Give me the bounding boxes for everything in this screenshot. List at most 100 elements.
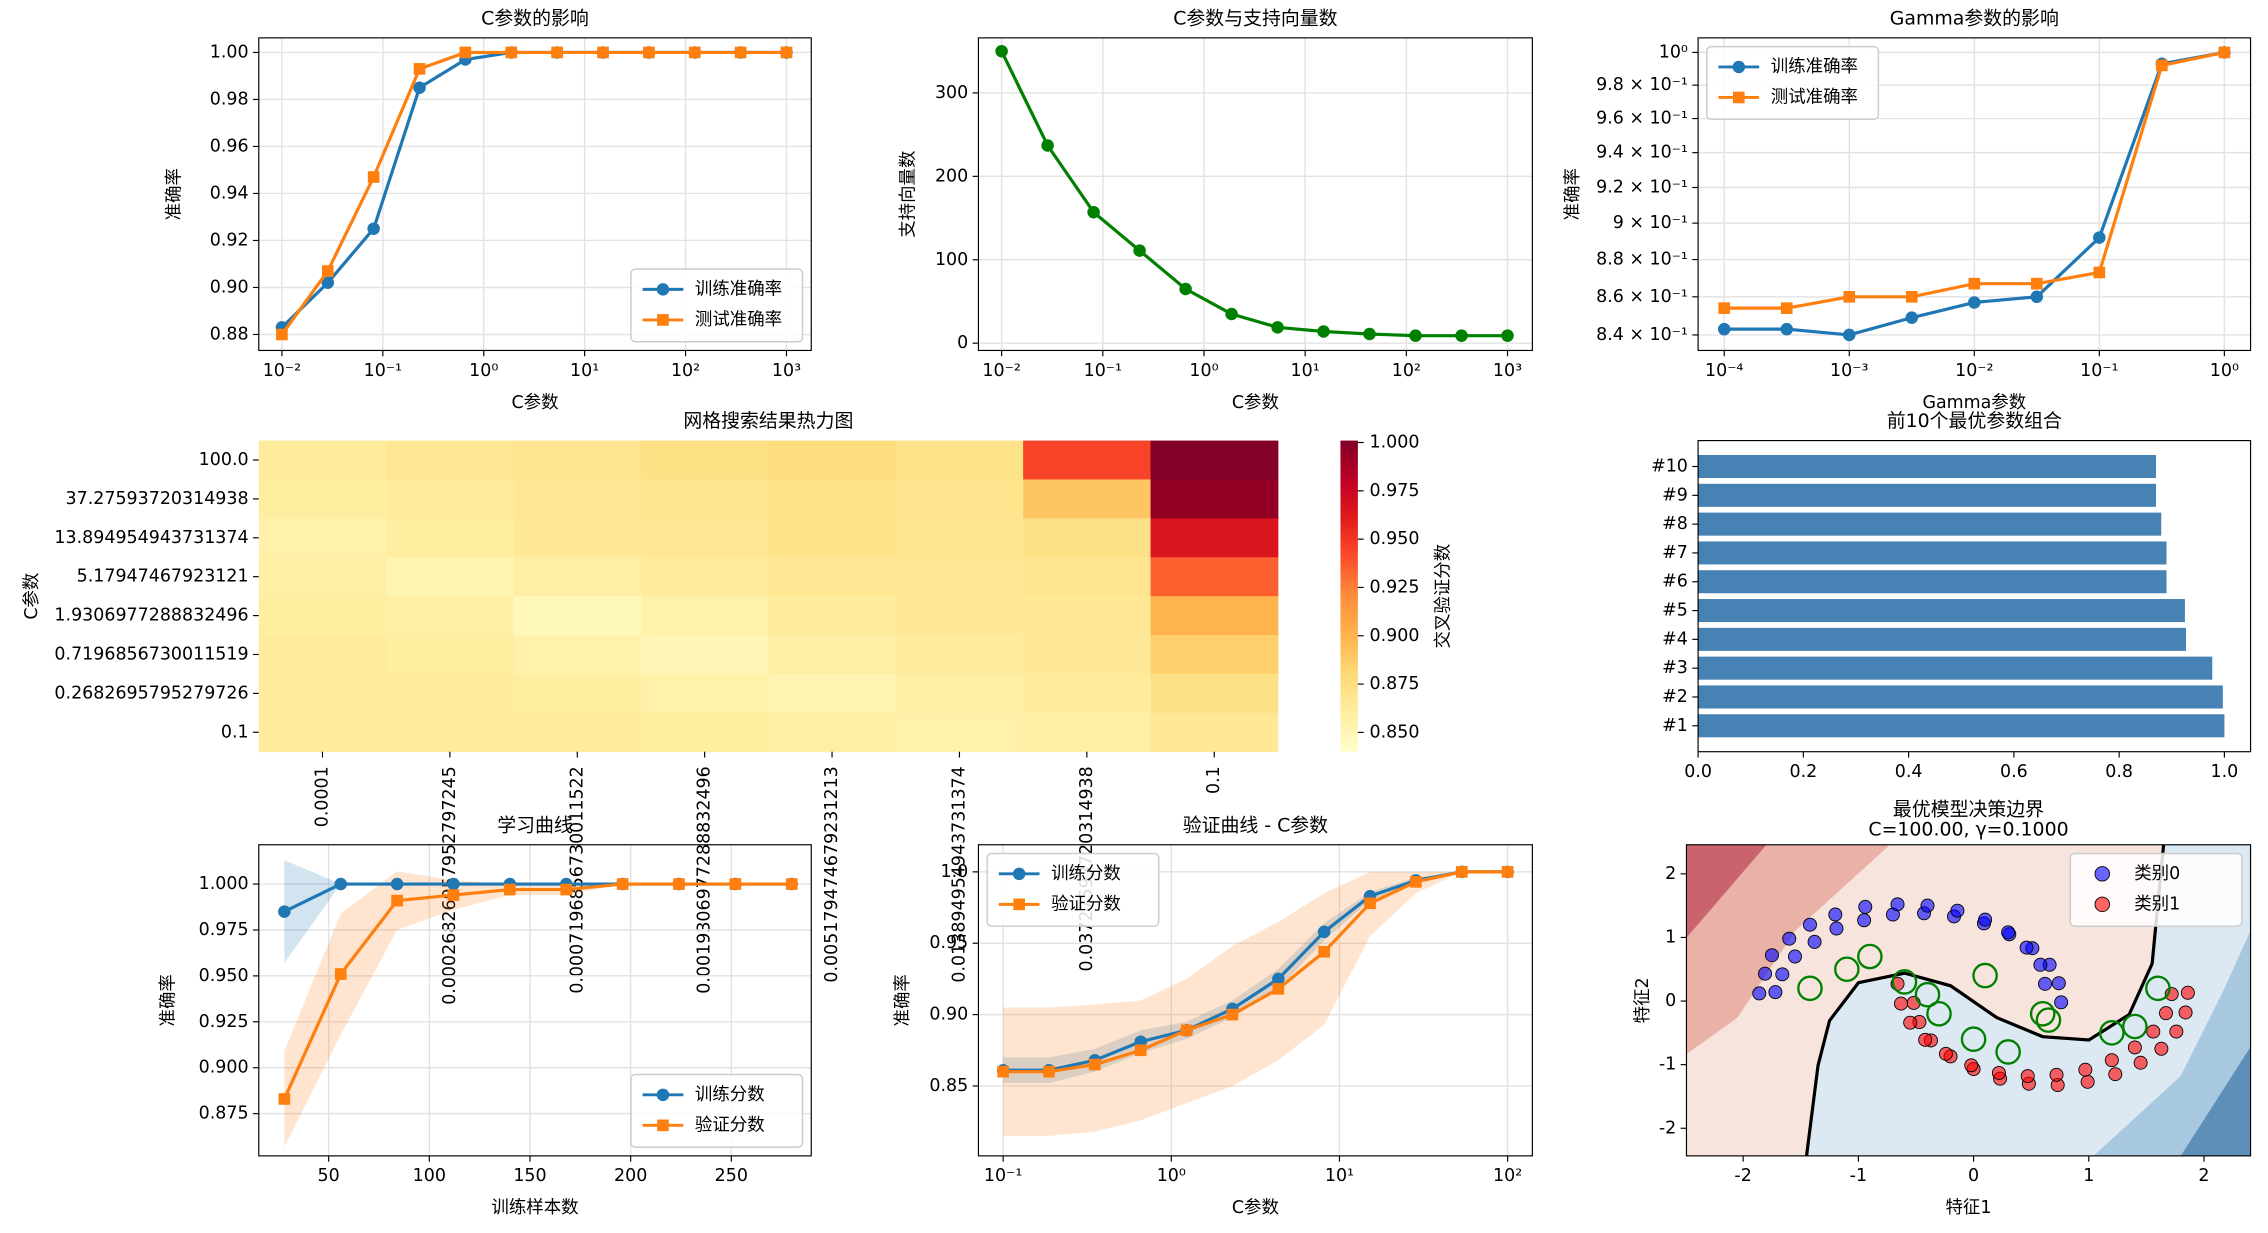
bar xyxy=(1698,483,2156,507)
x-tick-label: 0.0019306977288832496 xyxy=(695,766,715,993)
axes-frame xyxy=(1697,37,2252,352)
y-tick-label: 0.95 xyxy=(929,933,968,953)
x-axis-label: C参数 xyxy=(1232,1198,1279,1218)
series-line xyxy=(282,882,792,1100)
x-tick-label: 0.0 xyxy=(1684,762,1712,782)
x-tick-label: 0.0001 xyxy=(312,766,332,827)
support-vector xyxy=(2035,1007,2062,1033)
heatmap-cell xyxy=(258,596,387,636)
data-point xyxy=(334,877,347,891)
x-axis-label: C参数 xyxy=(511,393,558,413)
legend-label: 训练准确率 xyxy=(695,279,782,299)
axes-frame xyxy=(977,37,1533,352)
y-tick-label: 1.000 xyxy=(199,874,249,894)
data-point xyxy=(1133,244,1146,257)
support-vector xyxy=(1926,1000,1952,1027)
chart-title: 网格搜索结果热力图 xyxy=(683,410,853,432)
legend-label: 类别1 xyxy=(2134,894,2180,914)
y-tick-label: 0.90 xyxy=(929,1005,968,1025)
heatmap-cell xyxy=(258,673,387,714)
y-tick-label: #7 xyxy=(1662,543,1688,563)
colorbar-tick-label: 0.975 xyxy=(1370,481,1420,501)
x-tick-label: 0.2 xyxy=(1789,762,1817,782)
x-tick-label: 0.4 xyxy=(1895,762,1923,782)
data-point xyxy=(673,878,685,890)
y-tick-label: 8.6 × 10⁻¹ xyxy=(1596,287,1688,307)
data-point xyxy=(2030,277,2043,290)
y-tick-label: 9.4 × 10⁻¹ xyxy=(1596,143,1688,163)
data-point xyxy=(1857,913,1872,928)
y-axis-label: 支持向量数 xyxy=(899,151,919,238)
y-tick-label: 0 xyxy=(957,333,968,353)
data-point xyxy=(1802,917,1817,932)
data-point xyxy=(2180,985,2195,1000)
x-tick-label: 10⁰ xyxy=(469,361,498,381)
x-tick-label: 1.0 xyxy=(2211,762,2239,782)
x-axis-label: 特征1 xyxy=(1946,1198,1992,1218)
y-tick-label: 9.8 × 10⁻¹ xyxy=(1596,75,1688,95)
x-axis-label: 训练样本数 xyxy=(491,1198,578,1218)
heatmap-cell xyxy=(768,440,897,480)
heatmap-cell xyxy=(1023,673,1151,714)
region-dark-red xyxy=(1686,844,1890,1055)
colorbar-tick-label: 0.875 xyxy=(1370,674,1420,694)
data-point xyxy=(1410,876,1422,888)
support-vector xyxy=(2122,1013,2148,1040)
x-tick-label: 10¹ xyxy=(1291,361,1320,381)
x-tick-label: 0.005179474679231213 xyxy=(822,766,842,982)
data-point xyxy=(505,46,518,59)
x-tick-label: -1 xyxy=(1850,1166,1867,1186)
y-tick-label: 0.7196856730011519 xyxy=(54,644,248,664)
x-tick-label: 50 xyxy=(318,1166,340,1186)
support-vector xyxy=(1972,962,1998,989)
data-point xyxy=(2078,1062,2093,1077)
legend-box xyxy=(630,1073,804,1148)
support-vector xyxy=(1914,981,1941,1008)
data-point xyxy=(1807,934,1822,949)
heatmap-cell xyxy=(895,596,1024,636)
chart-title: 前10个最优参数组合 xyxy=(1887,410,2062,432)
x-tick-label: 10⁰ xyxy=(2210,361,2239,381)
data-point xyxy=(278,1093,291,1105)
data-point xyxy=(367,222,380,235)
series-line xyxy=(280,50,787,336)
colorbar-tick-label: 0.925 xyxy=(1370,577,1420,597)
heatmap-cell xyxy=(258,479,387,519)
data-point xyxy=(2038,976,2052,991)
data-point xyxy=(2154,1041,2169,1056)
heatmap-cell xyxy=(640,635,769,675)
x-tick-label: 250 xyxy=(715,1166,748,1186)
data-point xyxy=(1363,327,1376,341)
data-point xyxy=(1858,899,1873,914)
heatmap-cell xyxy=(640,596,769,636)
y-tick-label: 300 xyxy=(935,83,968,103)
legend-marker xyxy=(657,314,669,326)
legend-marker xyxy=(1732,60,1746,74)
heatmap-cell xyxy=(386,635,515,675)
data-point xyxy=(2169,1024,2184,1039)
y-tick-label: 0.88 xyxy=(210,324,249,344)
data-point xyxy=(734,46,747,59)
x-tick-label: -2 xyxy=(1734,1166,1751,1186)
heatmap-cell xyxy=(1150,673,1279,714)
heatmap-cell xyxy=(768,479,897,519)
legend-label: 验证分数 xyxy=(1051,894,1121,914)
data-point xyxy=(1087,205,1100,219)
heatmap-cell xyxy=(768,596,897,636)
chart-title: C参数与支持向量数 xyxy=(1173,7,1337,29)
heatmap-cell xyxy=(895,712,1024,753)
x-tick-label: 10⁻¹ xyxy=(2080,361,2118,381)
data-point xyxy=(2080,1074,2095,1089)
x-tick-label: 10⁻² xyxy=(263,361,301,381)
heatmap-cell xyxy=(386,712,515,753)
data-point xyxy=(688,46,701,59)
data-point xyxy=(729,878,742,890)
y-tick-label: 0.85 xyxy=(929,1076,968,1096)
x-tick-label: 10⁻² xyxy=(982,361,1020,381)
y-tick-label: #4 xyxy=(1662,629,1688,649)
data-point xyxy=(1780,302,1793,314)
x-tick-label: 10⁰ xyxy=(1157,1166,1186,1186)
y-tick-label: 9.6 × 10⁻¹ xyxy=(1596,109,1688,129)
data-point xyxy=(2218,46,2231,59)
